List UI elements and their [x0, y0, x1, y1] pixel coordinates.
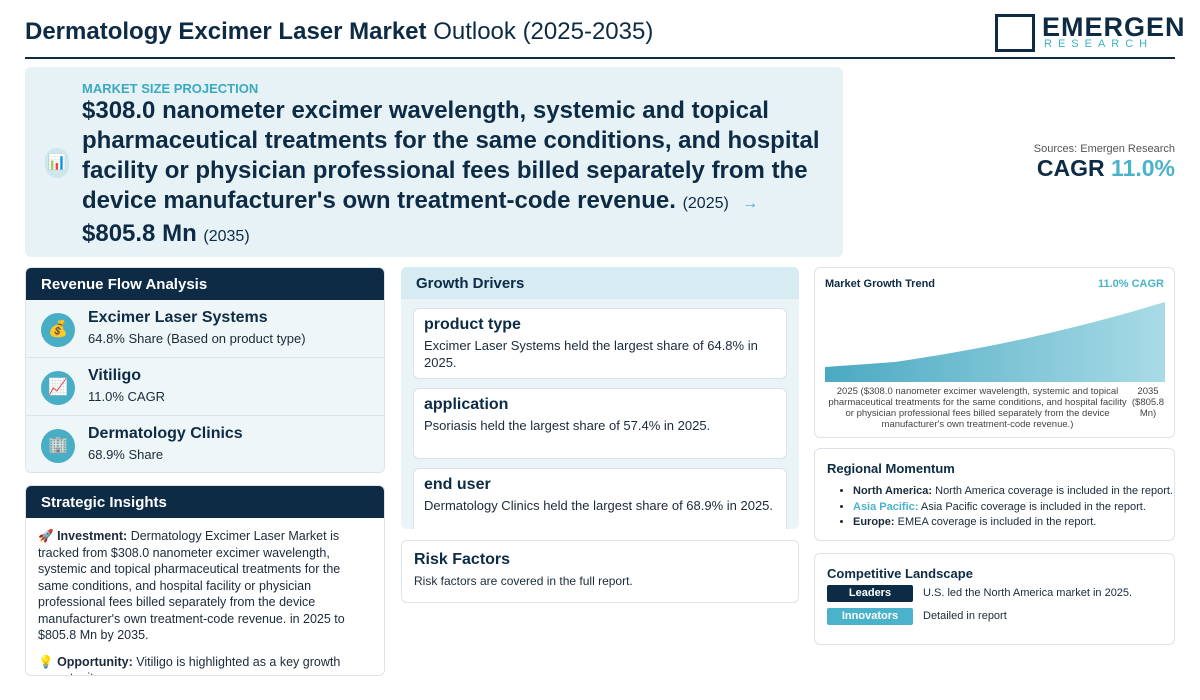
region-name: Europe: — [853, 516, 895, 528]
panel-text: Risk factors are covered in the full rep… — [414, 574, 633, 588]
logo-text: EMERGEN — [1042, 12, 1186, 42]
trend-shape — [825, 302, 1165, 382]
trend-end-label: 2035 ($805.8 Mn) — [1131, 386, 1165, 419]
insight-icon: 🚀 — [38, 529, 54, 543]
region-item: North America: North America coverage is… — [853, 484, 1174, 500]
panel-title: Risk Factors — [414, 551, 511, 568]
panel-title: Growth Drivers — [401, 267, 799, 299]
flow-name: Dermatology Clinics — [88, 425, 243, 442]
trend-start-label: 2025 ($308.0 nanometer excimer wavelengt… — [828, 386, 1127, 430]
page-title: Dermatology Excimer Laser Market Outlook… — [25, 18, 653, 46]
panel-title: Competitive Landscape — [827, 566, 973, 581]
insight-text: Vitiligo is highlighted as a key growth … — [38, 654, 341, 676]
flow-name: Vitiligo — [88, 367, 142, 384]
driver-title: product type — [424, 316, 521, 333]
driver-text: Dermatology Clinics held the largest sha… — [424, 498, 774, 513]
trend-area — [825, 302, 1165, 382]
flow-item: 📈 Vitiligo 11.0% CAGR — [26, 358, 384, 416]
logo-subtext: RESEARCH — [1044, 38, 1154, 50]
regional-momentum-panel: Regional Momentum North America: North A… — [814, 448, 1175, 541]
badge: Leaders — [827, 585, 913, 602]
insight-icon: 💡 — [38, 654, 54, 669]
driver-title: end user — [424, 476, 491, 493]
region-item: Asia Pacific: Asia Pacific coverage is i… — [853, 500, 1174, 516]
insight-label: Investment: — [57, 529, 128, 543]
region-list: North America: North America coverage is… — [827, 484, 1174, 531]
region-text: Asia Pacific coverage is included in the… — [920, 500, 1146, 513]
end-year: (2035) — [203, 228, 250, 245]
source: Sources: Emergen Research — [1033, 143, 1175, 155]
trend-cagr: 11.0% CAGR — [1097, 278, 1164, 290]
competitive-landscape-panel: Competitive Landscape Leaders U.S. led th… — [814, 553, 1175, 645]
risk-factors-panel: Risk Factors Risk factors are covered in… — [401, 540, 799, 603]
flow-icon: 💰 — [41, 313, 75, 347]
cagr-label: CAGR — [1036, 155, 1105, 181]
flow-icon: 🏢 — [41, 429, 75, 463]
flow-item: 💰 Excimer Laser Systems 64.8% Share (Based… — [26, 300, 384, 358]
region-item: Europe: EMEA coverage is included in the… — [853, 515, 1174, 531]
hero-icon: 📊 — [45, 148, 69, 178]
insight: 🚀 Investment: Dermatology Excimer Laser … — [38, 528, 372, 644]
growth-trend-panel: Market Growth Trend 11.0% CAGR 2025 ($30… — [814, 267, 1175, 438]
logo-mark — [995, 14, 1035, 52]
insight-label: Opportunity: — [57, 654, 133, 669]
landscape-text: U.S. led the North America market in 202… — [923, 587, 1133, 599]
title-rest: Outlook (2025-2035) — [433, 18, 654, 45]
arrow: → — [742, 195, 759, 212]
flow-item: 🏢 Dermatology Clinics 68.9% Share — [26, 416, 384, 472]
hero-label: MARKET SIZE PROJECTION — [82, 81, 259, 96]
driver-card: application Psoriasis held the largest sh… — [413, 388, 787, 459]
title-rule — [25, 57, 1175, 59]
region-name: Asia Pacific: — [853, 500, 919, 513]
insight-text: Dermatology Excimer Laser Market is trac… — [38, 529, 345, 642]
landscape-row: Innovators Detailed in report — [827, 608, 1174, 627]
flow-detail: 11.0% CAGR — [88, 389, 166, 404]
flow-detail: 64.8% Share (Based on product type) — [88, 331, 306, 346]
start-year: (2025) — [682, 195, 729, 212]
landscape-text: Detailed in report — [923, 610, 1007, 622]
badge: Innovators — [827, 608, 913, 625]
hero-text: $308.0 nanometer excimer wavelength, sys… — [82, 96, 827, 252]
driver-text: Psoriasis held the largest share of 57.4… — [424, 418, 711, 433]
landscape-row: Leaders U.S. led the North America market… — [827, 585, 1174, 604]
revenue-flow-panel: Revenue Flow Analysis 💰 Excimer Laser Sys… — [25, 267, 385, 473]
trend-title: Market Growth Trend — [825, 278, 936, 290]
region-text: EMEA coverage is included in the report. — [897, 516, 1097, 528]
panel-title: Regional Momentum — [827, 461, 955, 476]
driver-card: product type Excimer Laser Systems held t… — [413, 308, 787, 379]
cagr-value: 11.0% — [1111, 155, 1175, 181]
insight: 💡 Opportunity: Vitiligo is highlighted a… — [38, 654, 372, 676]
cagr: CAGR 11.0% — [1037, 155, 1175, 182]
growth-drivers-panel: Growth Drivers product type Excimer Laser… — [401, 267, 799, 529]
driver-title: application — [424, 396, 509, 413]
flow-name: Excimer Laser Systems — [88, 309, 268, 326]
flow-detail: 68.9% Share — [88, 447, 164, 462]
region-name: North America: — [853, 485, 933, 497]
start-value: $308.0 nanometer excimer wavelength, sys… — [82, 97, 820, 214]
panel-title: Strategic Insights — [26, 486, 384, 518]
end-value: $805.8 Mn — [82, 220, 197, 247]
hero-panel — [25, 67, 843, 257]
driver-card: end user Dermatology Clinics held the lar… — [413, 468, 787, 529]
panel-title: Revenue Flow Analysis — [26, 268, 384, 300]
flow-icon: 📈 — [41, 371, 75, 405]
driver-text: Excimer Laser Systems held the largest s… — [424, 338, 758, 370]
title-bold: Dermatology Excimer Laser Market — [25, 18, 427, 45]
region-text: North America coverage is included in th… — [935, 485, 1173, 497]
strategic-insights-panel: Strategic Insights 🚀 Investment: Dermato… — [25, 485, 385, 676]
